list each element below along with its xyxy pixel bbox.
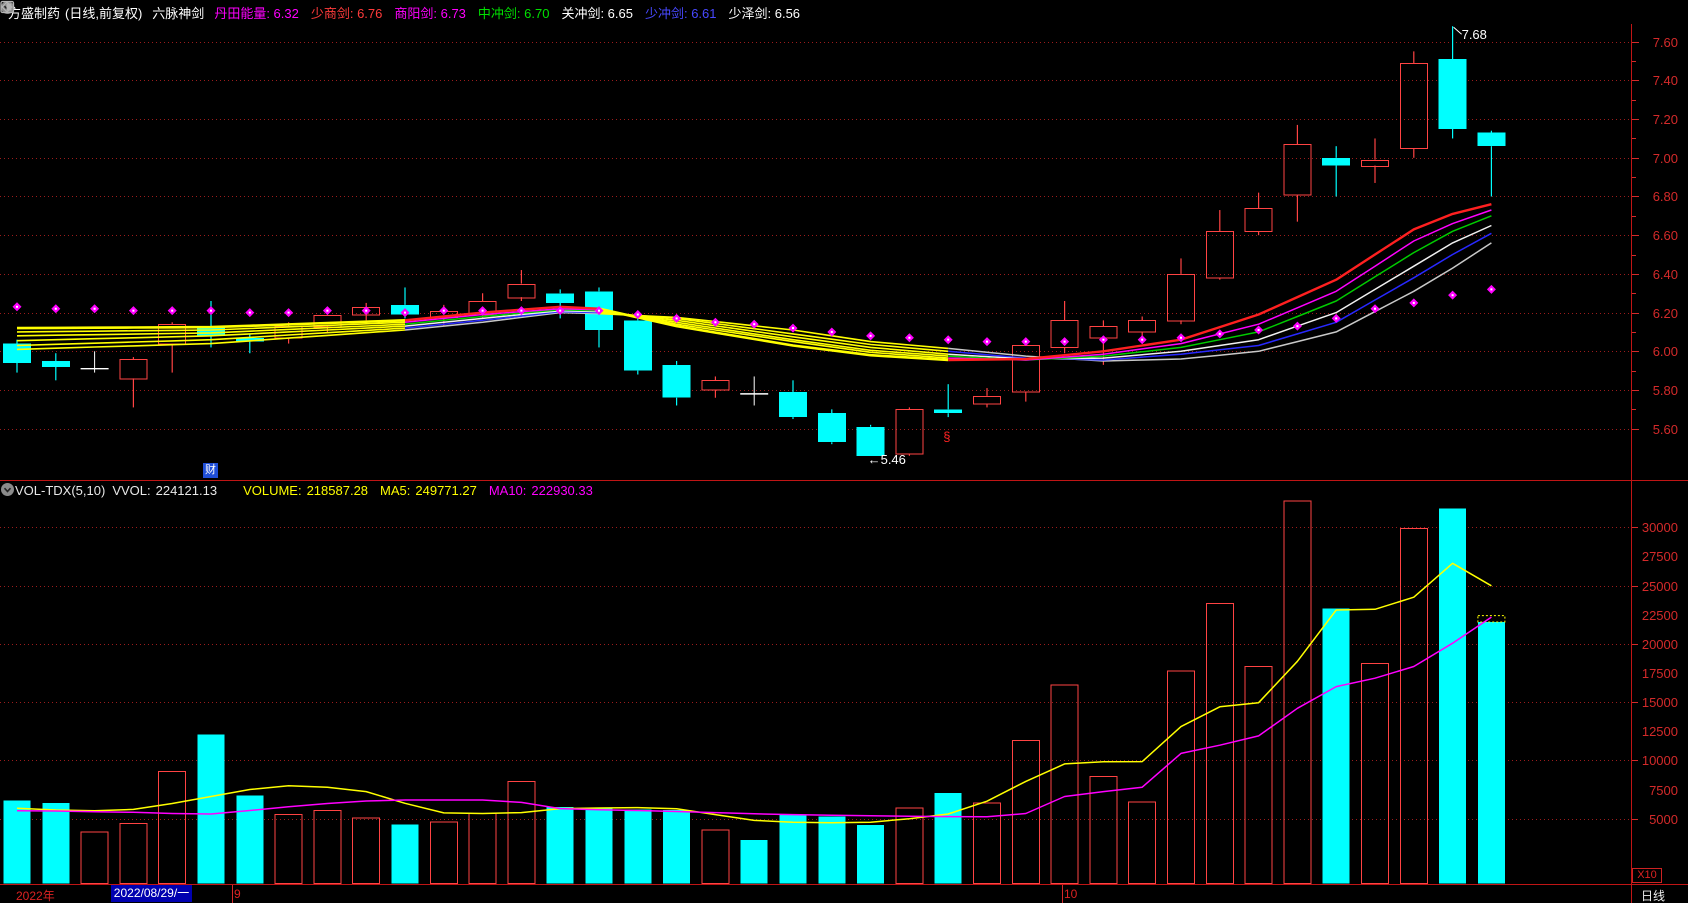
svg-text:25000: 25000 [1642,579,1678,594]
indicator-value: 少商剑: 6.76 [310,5,383,21]
stock-name[interactable]: 方盛制药 [8,5,61,21]
svg-text:7.40: 7.40 [1653,73,1678,88]
svg-text:27500: 27500 [1642,549,1678,564]
svg-text:6.80: 6.80 [1653,189,1678,204]
svg-text:6.00: 6.00 [1653,344,1678,359]
ma5-label: MA5: [380,482,411,498]
indicator-value: 关冲剑: 6.65 [561,5,633,21]
indicator-value: 中冲剑: 6.70 [477,5,550,21]
svg-text:30000: 30000 [1642,520,1678,535]
vvol-label: VVOL: [112,482,151,498]
svg-text:5.80: 5.80 [1653,383,1678,398]
date-axis-bar: 2022年 2022/08/29/一 9 10 日线 [0,885,1688,903]
section-signal-marker: § [943,429,951,444]
selected-date-badge[interactable]: 2022/08/29/一 [111,885,192,902]
svg-text:7.00: 7.00 [1653,151,1678,166]
volume-indicator-name[interactable]: VOL-TDX(5,10) [15,482,106,498]
svg-text:6.40: 6.40 [1653,267,1678,282]
indicator-value: 少冲剑: 6.61 [644,5,717,21]
svg-text:15000: 15000 [1642,695,1678,710]
period-badge[interactable]: 日线 [1641,889,1666,903]
svg-text:12500: 12500 [1642,724,1678,739]
svg-text:6.20: 6.20 [1653,306,1678,321]
indicator-values: 丹田能量: 6.32 少商剑: 6.76 商阳剑: 6.73 中冲剑: 6.70 关冲剑… [214,3,812,22]
ma5-value: 249771.27 [415,482,477,498]
volume-unit-badge: X10 [1632,868,1662,883]
ma10-label: MA10: [488,482,527,498]
svg-text:17500: 17500 [1642,666,1678,681]
year-label: 2022年 [16,889,55,903]
svg-text:5000: 5000 [1649,812,1678,827]
svg-text:7.20: 7.20 [1653,112,1678,127]
svg-text:7500: 7500 [1649,783,1678,798]
indicator-value: 丹田能量: 6.32 [214,5,299,21]
svg-text:7.60: 7.60 [1653,35,1678,50]
vvol-value: 224121.13 [155,482,218,498]
title-bar: 方盛制药 (日线,前复权) 六脉神剑 丹田能量: 6.32 少商剑: 6.76 商阳… [0,0,1688,24]
indicator-value: 少泽剑: 6.56 [728,5,801,21]
month-label-9: 9 [234,887,241,901]
indicator-lines [16,203,1492,824]
svg-text:10000: 10000 [1642,753,1678,768]
volume-header: VOL-TDX(5,10) VVOL: 224121.13 VOLUME: 21… [0,482,1631,498]
month-label-10: 10 [1064,887,1078,901]
axis-labels: 7.60 7.40 7.20 7.00 6.80 6.60 6.40 6.20 6.00 5.80… [1642,35,1678,827]
ma10-value: 222930.33 [531,482,593,498]
svg-text:6.60: 6.60 [1653,228,1678,243]
volume-value: 218587.28 [306,482,369,498]
period-adjust-label: (日线,前复权) [65,5,143,21]
cai-signal-marker: 财 [203,463,218,478]
indicator-name[interactable]: 六脉神剑 [152,5,205,21]
svg-text:20000: 20000 [1642,637,1678,652]
indicator-value: 商阳剑: 6.73 [394,5,466,21]
low-price-annotation: ←5.46 [867,451,906,467]
svg-text:22500: 22500 [1642,608,1678,623]
svg-text:5.60: 5.60 [1653,422,1678,437]
markers [12,26,1496,347]
volume-bars [3,500,1506,885]
volume-label: VOLUME: [243,482,302,498]
high-price-annotation: 7.68 [1461,27,1487,43]
